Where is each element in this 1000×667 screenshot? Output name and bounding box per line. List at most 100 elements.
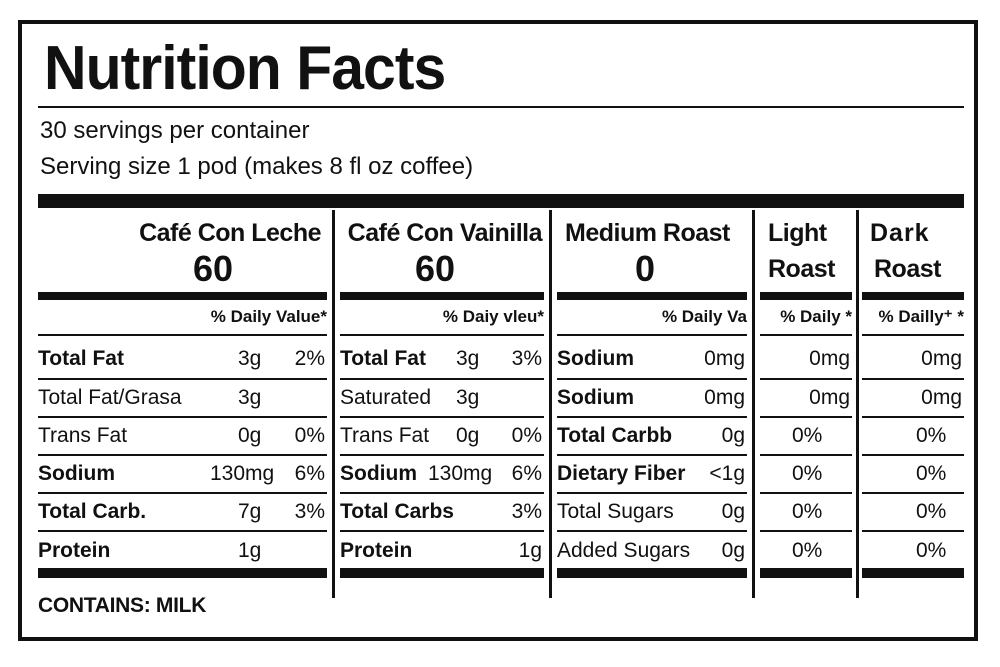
nutrient-name: Sodium — [38, 462, 115, 485]
table-row: Trans Fat 0g 0% — [340, 417, 544, 455]
nutrient-name: Total Carb. — [38, 500, 147, 523]
row-divider — [340, 454, 544, 456]
nutrient-value: 0mg — [809, 386, 850, 409]
row-divider — [340, 416, 544, 418]
nutrient-value: 0% — [792, 462, 823, 485]
table-row: Sodium 0mg — [557, 379, 747, 417]
bottom-bar — [862, 568, 964, 578]
column-divider — [856, 210, 859, 598]
daily-value-header: % Daily * — [780, 307, 852, 326]
table-row: Added Sugars 0g — [557, 532, 747, 570]
nutrient-amount: 7g — [238, 500, 262, 523]
nutrient-percent: 3% — [511, 347, 542, 370]
row-divider — [862, 530, 964, 532]
nutrient-value: 0% — [916, 539, 947, 562]
column-divider — [332, 210, 335, 598]
nutrient-percent: 0% — [511, 424, 542, 447]
nutrient-name: Total Sugars — [557, 500, 674, 523]
row-divider — [38, 334, 327, 336]
table-row: Total Carbb 0g — [557, 417, 747, 455]
column-name: Medium Roast — [565, 219, 730, 247]
bottom-bar — [38, 568, 327, 578]
row-divider — [340, 530, 544, 532]
nutrition-label: Nutrition Facts 30 servings per containe… — [18, 20, 978, 641]
table-row: Saturated 3g — [340, 379, 544, 417]
row-divider — [862, 378, 964, 380]
daily-value-header: % Dailly⁺ * — [878, 307, 964, 326]
row-divider — [38, 530, 327, 532]
nutrient-name: Saturated — [340, 386, 432, 409]
row-divider — [38, 378, 327, 380]
row-divider — [862, 454, 964, 456]
calories-value: 0 — [635, 248, 656, 289]
table-row: 0mg — [760, 340, 852, 378]
table-row: Dietary Fiber <1g — [557, 455, 747, 493]
table-row: 0mg — [862, 340, 964, 378]
table-row: 0% — [862, 455, 964, 493]
nutrient-amount: 3g — [456, 386, 480, 409]
nutrient-percent: 3% — [294, 500, 325, 523]
column-divider — [549, 210, 552, 598]
nutrient-name: Total Fat — [38, 347, 124, 370]
nutrient-amount: 0g — [456, 424, 480, 447]
row-divider — [340, 334, 544, 336]
table-row: Protein 1g — [38, 532, 327, 570]
nutrient-amount: 3g — [456, 347, 480, 370]
nutrient-value: 0% — [792, 500, 823, 523]
calories-bar — [760, 292, 852, 300]
table-row: Sodium 0mg — [557, 340, 747, 378]
table-row: 0% — [862, 417, 964, 455]
nutrient-value: 0% — [916, 424, 947, 447]
nutrient-value: 0% — [792, 424, 823, 447]
row-divider — [760, 334, 852, 336]
column-name-line1: Dark — [870, 219, 930, 247]
nutrient-name: Trans Fat — [340, 424, 430, 447]
table-row: Total Sugars 0g — [557, 493, 747, 531]
table-row: Total Fat 3g 3% — [340, 340, 544, 378]
nutrient-name: Total Fat/Grasa — [38, 386, 182, 409]
serving-divider-bar — [38, 194, 964, 208]
nutrient-name: Sodium — [557, 347, 634, 370]
nutrient-percent: 6% — [294, 462, 325, 485]
nutrient-value: 0mg — [921, 386, 962, 409]
bottom-bar — [557, 568, 747, 578]
daily-value-header: % Daily Va — [661, 307, 747, 326]
title-divider — [38, 106, 964, 108]
nutrient-amount: 0g — [721, 539, 745, 562]
column-medium-roast: Medium Roast 0 % Daily Va Sodium 0mg Sod… — [557, 210, 747, 585]
row-divider — [38, 416, 327, 418]
row-divider — [862, 416, 964, 418]
column-cafe-con-leche: Café Con Leche 60 % Daily Value* Total F… — [38, 210, 327, 585]
table-row: Trans Fat 0g 0% — [38, 417, 327, 455]
column-light-roast: Light Roast % Daily * 0mg 0mg 0% 0% 0% 0… — [760, 210, 852, 585]
daily-value-header: % Daiy vleu* — [442, 307, 544, 326]
row-divider — [557, 416, 747, 418]
table-row: Sodium 130mg 6% — [340, 455, 544, 493]
bottom-bar — [760, 568, 852, 578]
column-name: Café Con Vainilla — [347, 219, 543, 247]
table-row: Total Fat/Grasa 3g — [38, 379, 327, 417]
row-divider — [38, 492, 327, 494]
column-name-line1: Light — [768, 219, 827, 247]
nutrient-amount: 0g — [238, 424, 262, 447]
row-divider — [557, 492, 747, 494]
calories-bar — [557, 292, 747, 300]
nutrient-value: 0% — [792, 539, 823, 562]
table-row: Total Fat 3g 2% — [38, 340, 327, 378]
nutrient-name: Total Carbs — [340, 500, 454, 523]
column-dark-roast: Dark Roast % Dailly⁺ * 0mg 0mg 0% 0% 0% … — [862, 210, 964, 585]
row-divider — [862, 492, 964, 494]
servings-per-container: 30 servings per container — [40, 117, 310, 144]
calories-value: 60 — [415, 248, 456, 289]
nutrient-amount: 0g — [721, 500, 745, 523]
table-row: 0mg — [862, 379, 964, 417]
row-divider — [862, 334, 964, 336]
table-row: Total Carbs 3% — [340, 493, 544, 531]
nutrient-name: Dietary Fiber — [557, 462, 686, 485]
calories-bar — [862, 292, 964, 300]
nutrient-amount: 3g — [238, 386, 262, 409]
table-row: 0% — [760, 532, 852, 570]
nutrient-value: 0% — [916, 500, 947, 523]
nutrient-name: Total Fat — [340, 347, 426, 370]
nutrient-value: 0mg — [809, 347, 850, 370]
